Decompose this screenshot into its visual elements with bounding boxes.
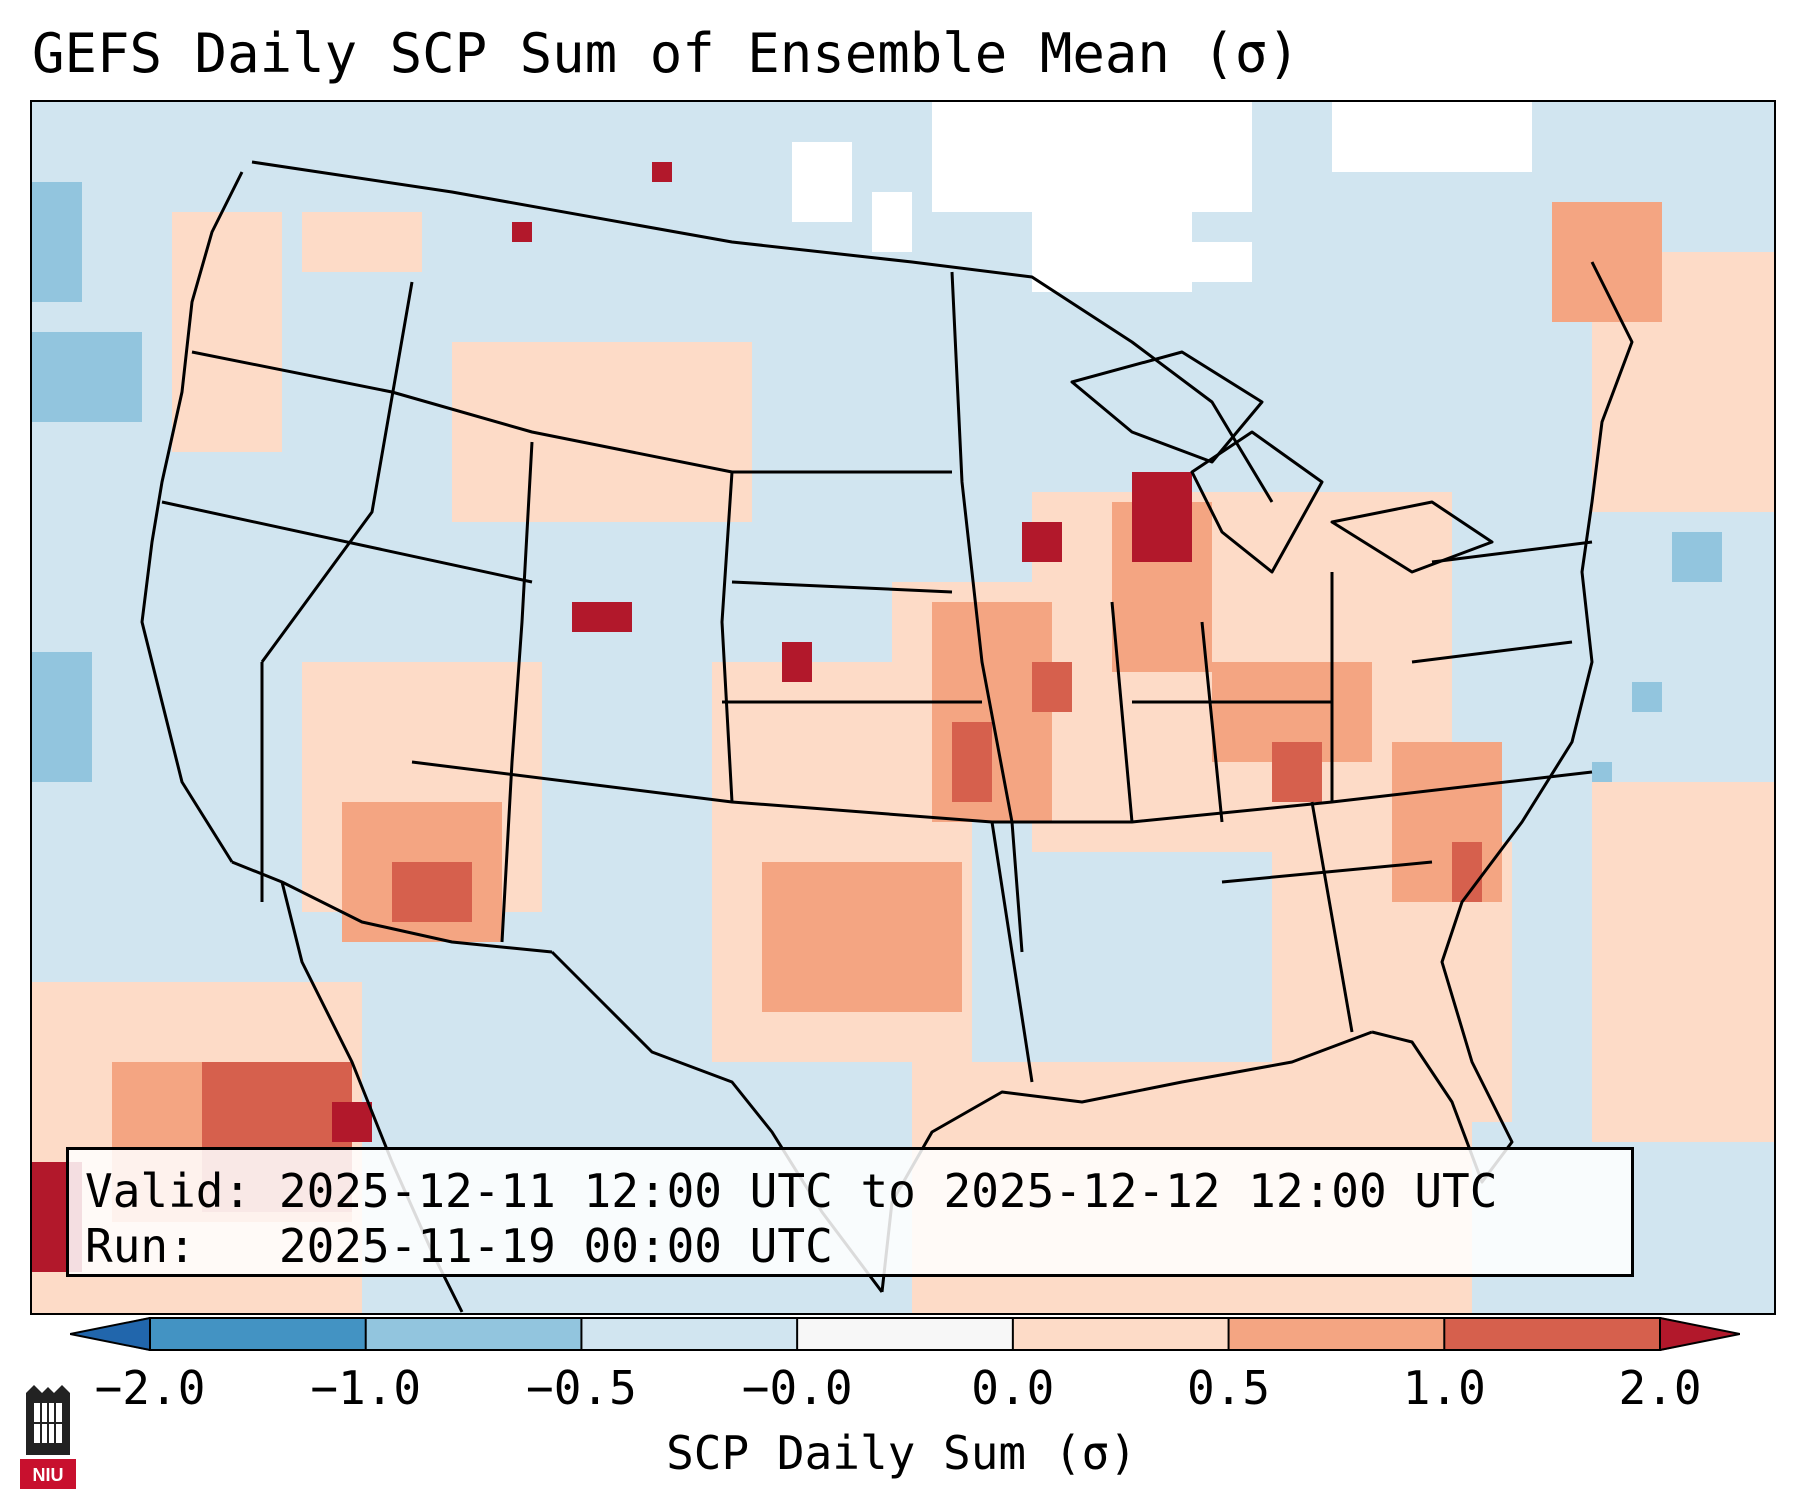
valid-value: 2025-12-11 12:00 UTC to 2025-12-12 12:00… <box>278 1164 1498 1218</box>
colorbar-tick-label: −1.0 <box>310 1361 422 1415</box>
colorbar-segment <box>581 1317 798 1351</box>
valid-label: Valid: <box>85 1164 252 1218</box>
map-canvas <box>32 102 1774 1313</box>
chart-title: GEFS Daily SCP Sum of Ensemble Mean (σ) <box>32 22 1300 85</box>
colorbar-tick-label: −0.5 <box>526 1361 637 1415</box>
colorbar-label: SCP Daily Sum (σ) <box>666 1426 1137 1480</box>
negative-anomaly-patches <box>32 182 1722 782</box>
colorbar-segments <box>70 1317 1740 1351</box>
colorbar-extend-high <box>1660 1317 1740 1351</box>
colorbar <box>70 1317 1740 1351</box>
run-value: 2025-11-19 00:00 UTC <box>278 1219 833 1273</box>
colorbar-segment <box>1228 1317 1445 1351</box>
validity-info-box: Valid: 2025-12-11 12:00 UTC to 2025-12-1… <box>66 1147 1634 1277</box>
positive-anomaly-extreme <box>32 162 1192 1272</box>
state-boundaries <box>140 160 1634 1313</box>
map-panel[interactable] <box>30 100 1776 1315</box>
colorbar-tick-label: −0.0 <box>741 1361 853 1415</box>
logo-text: NIU <box>33 1465 64 1485</box>
colorbar-segment <box>150 1317 367 1351</box>
niu-logo: NIU <box>20 1385 76 1489</box>
colorbar-tick-label: −2.0 <box>94 1361 206 1415</box>
colorbar-segment <box>1012 1317 1230 1351</box>
colorbar-tick-label: 0.5 <box>1187 1361 1271 1415</box>
no-data-region <box>792 102 1532 292</box>
colorbar-tick-label: 2.0 <box>1618 1361 1702 1415</box>
run-label: Run: <box>85 1219 196 1273</box>
colorbar-tick-label: 1.0 <box>1402 1361 1486 1415</box>
colorbar-tick-label: 0.0 <box>971 1361 1055 1415</box>
colorbar-segment <box>1444 1317 1661 1351</box>
colorbar-segment <box>365 1317 582 1351</box>
colorbar-extend-low <box>70 1317 150 1351</box>
colorbar-segment <box>797 1317 1014 1351</box>
